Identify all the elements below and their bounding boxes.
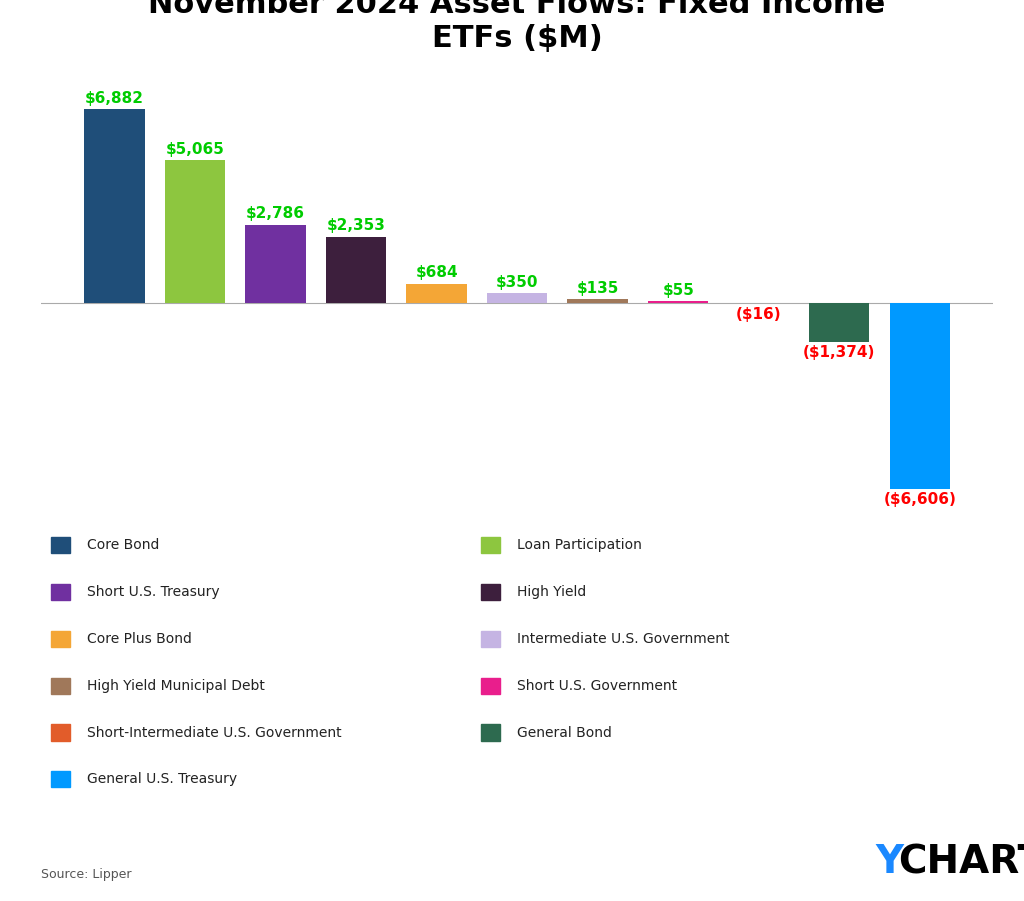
- Text: Core Bond: Core Bond: [87, 538, 160, 552]
- Text: High Yield Municipal Debt: High Yield Municipal Debt: [87, 678, 265, 693]
- Text: ($16): ($16): [736, 306, 781, 322]
- Text: $684: $684: [416, 265, 458, 280]
- Text: Short-Intermediate U.S. Government: Short-Intermediate U.S. Government: [87, 725, 342, 740]
- Text: $55: $55: [663, 283, 694, 298]
- Text: Short U.S. Treasury: Short U.S. Treasury: [87, 585, 220, 599]
- Bar: [165, 160, 225, 303]
- Title: November 2024 Asset Flows: Fixed Income
ETFs ($M): November 2024 Asset Flows: Fixed Income …: [148, 0, 886, 53]
- Bar: [326, 237, 386, 303]
- Text: Intermediate U.S. Government: Intermediate U.S. Government: [517, 632, 730, 646]
- Text: General U.S. Treasury: General U.S. Treasury: [87, 772, 238, 787]
- Bar: [246, 224, 306, 303]
- Text: High Yield: High Yield: [517, 585, 587, 599]
- Text: General Bond: General Bond: [517, 725, 612, 740]
- Text: Short U.S. Government: Short U.S. Government: [517, 678, 677, 693]
- Text: Loan Participation: Loan Participation: [517, 538, 642, 552]
- Bar: [407, 284, 467, 303]
- Bar: [84, 109, 144, 303]
- Text: $2,786: $2,786: [246, 206, 305, 221]
- Bar: [648, 302, 709, 303]
- Text: ($6,606): ($6,606): [884, 492, 956, 507]
- Text: $135: $135: [577, 281, 618, 296]
- Bar: [809, 303, 869, 341]
- Bar: [487, 293, 547, 303]
- Bar: [890, 303, 950, 489]
- Text: Source: Lipper: Source: Lipper: [41, 869, 131, 881]
- Text: ($1,374): ($1,374): [803, 345, 876, 360]
- Text: Core Plus Bond: Core Plus Bond: [87, 632, 191, 646]
- Bar: [567, 299, 628, 303]
- Text: Y: Y: [876, 843, 903, 881]
- Text: $2,353: $2,353: [327, 218, 385, 233]
- Text: CHARTS: CHARTS: [898, 843, 1024, 881]
- Text: $5,065: $5,065: [166, 142, 224, 157]
- Text: $6,882: $6,882: [85, 91, 144, 105]
- Text: $350: $350: [496, 275, 539, 290]
